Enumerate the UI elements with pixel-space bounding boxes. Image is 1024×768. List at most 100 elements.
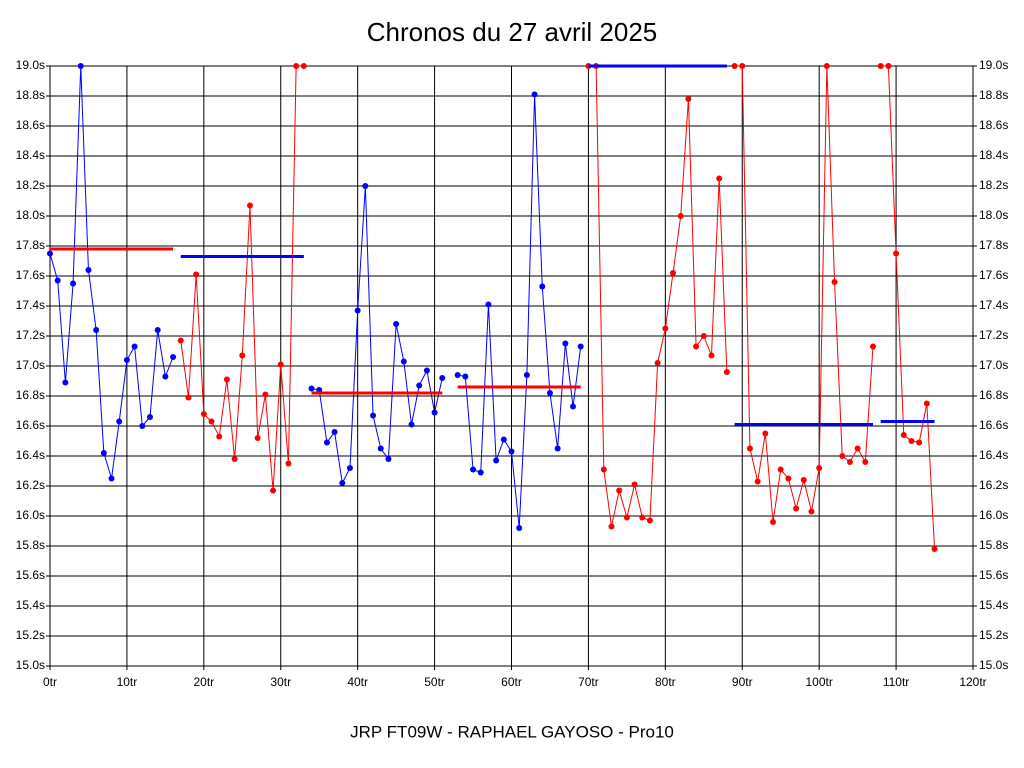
x-tick-label: 50tr bbox=[424, 675, 445, 689]
data-point bbox=[423, 367, 430, 374]
data-point bbox=[685, 96, 692, 102]
data-point bbox=[700, 333, 707, 339]
y2-tick-label: 16.8s bbox=[979, 388, 1008, 402]
y2-tick-label: 16.0s bbox=[979, 508, 1008, 522]
data-point bbox=[523, 372, 530, 378]
data-point bbox=[816, 465, 823, 471]
y2-tick-label: 18.2s bbox=[979, 178, 1008, 192]
data-point bbox=[777, 466, 784, 473]
y-tick-label: 16.6s bbox=[16, 418, 45, 432]
data-point bbox=[546, 390, 553, 396]
data-point bbox=[662, 325, 669, 332]
data-point bbox=[323, 439, 330, 446]
data-point bbox=[670, 270, 677, 276]
y2-tick-label: 19.0s bbox=[979, 58, 1008, 72]
data-point bbox=[677, 213, 684, 219]
data-point bbox=[623, 514, 630, 521]
data-point bbox=[731, 63, 738, 69]
y-tick-label: 17.4s bbox=[16, 298, 45, 312]
data-point bbox=[123, 357, 130, 363]
data-point bbox=[331, 429, 338, 435]
data-point bbox=[346, 465, 353, 471]
y-tick-label: 18.0s bbox=[16, 208, 45, 222]
y-tick-label: 16.2s bbox=[16, 478, 45, 492]
data-point bbox=[177, 337, 184, 344]
data-point bbox=[916, 439, 923, 446]
data-point bbox=[616, 487, 623, 494]
data-point bbox=[339, 480, 346, 486]
data-point bbox=[862, 459, 869, 465]
y2-tick-label: 15.2s bbox=[979, 628, 1008, 642]
data-point bbox=[870, 343, 877, 350]
y2-tick-label: 16.2s bbox=[979, 478, 1008, 492]
data-point bbox=[754, 478, 761, 485]
data-point bbox=[908, 438, 915, 444]
data-point bbox=[693, 343, 700, 350]
data-point bbox=[223, 376, 230, 383]
data-point bbox=[193, 271, 200, 278]
y-tick-label: 15.0s bbox=[16, 658, 45, 672]
data-point bbox=[62, 379, 69, 386]
data-point bbox=[516, 525, 523, 531]
data-point bbox=[354, 307, 361, 314]
data-point bbox=[77, 63, 84, 69]
data-point bbox=[100, 450, 107, 456]
y-tick-label: 17.2s bbox=[16, 328, 45, 342]
data-point bbox=[577, 343, 584, 350]
data-point bbox=[231, 456, 238, 462]
data-point bbox=[931, 546, 938, 552]
data-point bbox=[162, 373, 169, 380]
data-point bbox=[293, 63, 300, 69]
y2-tick-label: 15.4s bbox=[979, 598, 1008, 612]
data-point bbox=[108, 475, 115, 482]
y2-tick-label: 15.0s bbox=[979, 658, 1008, 672]
data-point bbox=[831, 279, 838, 285]
data-point bbox=[246, 202, 253, 209]
data-point bbox=[746, 445, 753, 452]
data-point bbox=[170, 354, 177, 360]
data-point bbox=[608, 523, 615, 530]
y-tick-label: 16.0s bbox=[16, 508, 45, 522]
data-point bbox=[370, 412, 377, 419]
data-point bbox=[823, 63, 830, 69]
y2-tick-label: 17.2s bbox=[979, 328, 1008, 342]
data-point bbox=[216, 433, 223, 440]
data-point bbox=[200, 411, 207, 417]
data-point bbox=[270, 487, 277, 494]
y2-tick-label: 16.4s bbox=[979, 448, 1008, 462]
data-point bbox=[762, 430, 769, 437]
data-point bbox=[470, 466, 477, 473]
data-point bbox=[277, 361, 284, 368]
data-point bbox=[846, 459, 853, 465]
data-point bbox=[723, 369, 730, 375]
y-tick-label: 17.6s bbox=[16, 268, 45, 282]
data-point bbox=[416, 382, 423, 389]
data-point bbox=[923, 400, 930, 407]
data-point bbox=[208, 418, 215, 425]
data-point bbox=[839, 453, 846, 459]
data-point bbox=[400, 358, 407, 365]
y2-tick-label: 15.6s bbox=[979, 568, 1008, 582]
y2-tick-label: 15.8s bbox=[979, 538, 1008, 552]
y-tick-label: 18.6s bbox=[16, 118, 45, 132]
y-tick-label: 18.2s bbox=[16, 178, 45, 192]
x-tick-label: 10tr bbox=[117, 675, 138, 689]
data-point bbox=[716, 175, 723, 182]
y2-tick-label: 17.8s bbox=[979, 238, 1008, 252]
x-tick-label: 80tr bbox=[655, 675, 676, 689]
data-point bbox=[54, 277, 61, 284]
data-point bbox=[500, 436, 507, 443]
data-point bbox=[885, 63, 892, 69]
x-tick-label: 100tr bbox=[805, 675, 832, 689]
y-tick-label: 15.2s bbox=[16, 628, 45, 642]
data-point bbox=[93, 327, 100, 333]
x-tick-label: 60tr bbox=[501, 675, 522, 689]
y-tick-label: 17.8s bbox=[16, 238, 45, 252]
y-tick-label: 17.0s bbox=[16, 358, 45, 372]
data-point bbox=[462, 373, 469, 380]
y2-tick-label: 17.0s bbox=[979, 358, 1008, 372]
y2-tick-label: 18.6s bbox=[979, 118, 1008, 132]
data-point bbox=[308, 385, 315, 392]
data-point bbox=[262, 391, 269, 398]
data-point bbox=[531, 91, 538, 98]
